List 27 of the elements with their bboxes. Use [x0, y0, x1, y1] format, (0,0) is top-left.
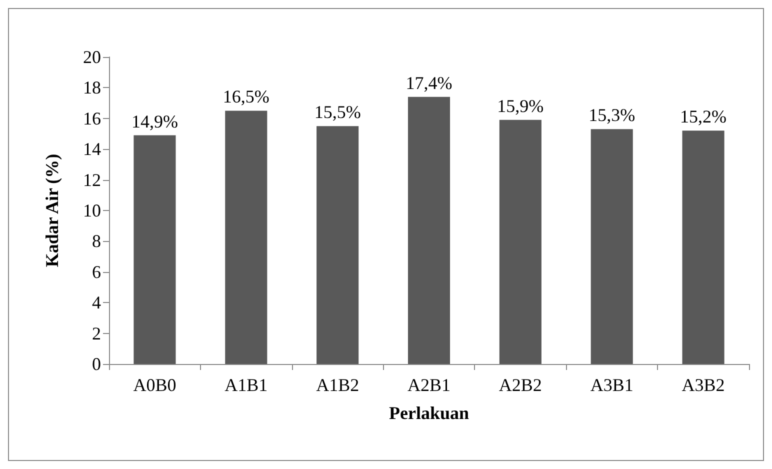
y-tick-label: 6: [92, 262, 101, 282]
y-tick-label: 8: [92, 231, 101, 252]
y-tick-label: 0: [92, 354, 101, 374]
y-tick-label: 2: [92, 323, 101, 344]
data-label: 15,2%: [680, 106, 727, 127]
x-tick-label: A1B1: [224, 375, 268, 395]
data-label: 14,9%: [131, 111, 178, 132]
x-tick-label: A0B0: [133, 375, 176, 395]
x-tick-label: A3B1: [590, 375, 634, 395]
y-tick-label: 10: [83, 200, 101, 220]
x-tick-label: A2B1: [407, 375, 451, 395]
y-tick-label: 16: [83, 108, 101, 128]
data-label: 17,4%: [406, 72, 452, 93]
data-label: 15,3%: [588, 105, 636, 126]
y-tick-label: 12: [83, 170, 101, 190]
data-label: 16,5%: [222, 86, 270, 107]
data-label: 15,5%: [314, 102, 361, 122]
x-tick-label: A1B2: [316, 375, 360, 395]
x-axis-title: Perlakuan: [388, 403, 470, 423]
y-tick-label: 18: [83, 78, 101, 98]
y-axis-title: Kadar Air (%): [42, 154, 62, 268]
data-label: 15,9%: [497, 96, 544, 116]
y-tick-label: 20: [83, 47, 101, 67]
x-tick-label: A2B2: [498, 375, 542, 395]
y-tick-label: 14: [83, 139, 101, 160]
y-tick-label: 4: [92, 292, 101, 313]
x-tick-label: A3B2: [682, 375, 725, 395]
